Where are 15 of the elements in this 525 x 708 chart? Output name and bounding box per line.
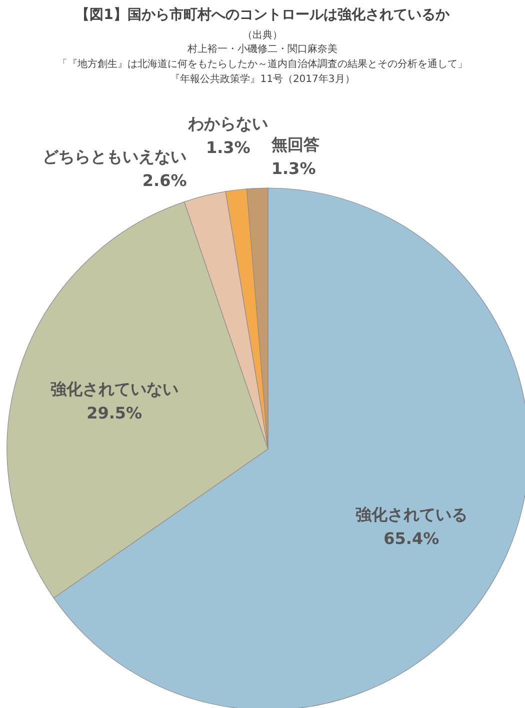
data-label: 2.6%: [142, 170, 187, 190]
data-label: 29.5%: [86, 403, 142, 422]
slice-label: 強化されている: [355, 504, 468, 524]
data-label: 65.4%: [384, 528, 440, 548]
chart-subtitle: （出典）: [242, 28, 284, 42]
slice-label: どちらともいえない: [42, 146, 187, 166]
text: 『年報公共政策学』11号（2017年3月）: [169, 72, 356, 87]
data-label: 1.3%: [271, 159, 316, 178]
text: 村上裕一・小磯修二・関口麻奈美: [186, 42, 338, 57]
slice-label: 強化されていない: [50, 379, 178, 398]
slice-label: 無回答: [270, 135, 320, 154]
slice-label: わからない: [187, 114, 268, 133]
data-label: 1.3%: [206, 138, 250, 157]
text: 「『地方創生』は北海道に何をもたらしたか～道内自治体調査の結果とその分析を通して」: [56, 58, 468, 72]
chart-title: 【図1】国から市町村へのコントロールは強化されているか: [74, 6, 450, 24]
